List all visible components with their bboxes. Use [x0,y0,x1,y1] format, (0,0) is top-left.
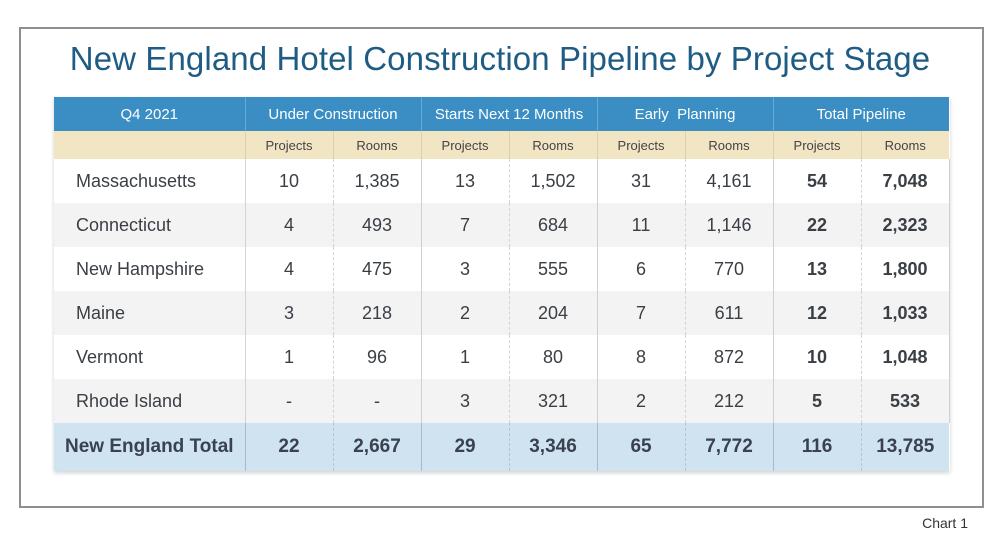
table-row: Massachusetts 10 1,385 13 1,502 31 4,161 54 7,04… [54,159,950,203]
table-row: Maine 3 218 2 204 7 611 12 1,033 [54,291,950,335]
projects-cell: - [245,379,334,423]
rooms-cell: 204 [509,291,598,335]
projects-cell: 3 [421,247,510,291]
period-header: Q4 2021 [54,97,246,131]
table-row: New Hampshire 4 475 3 555 6 770 13 1,800 [54,247,950,291]
state-label: Vermont [54,335,246,379]
projects-cell: 13 [421,159,510,203]
rooms-cell: 1,033 [861,291,950,335]
rooms-cell: 770 [685,247,774,291]
subheader-rooms: Rooms [861,131,950,159]
total-row: New England Total 22 2,667 29 3,346 65 7,772 11… [54,423,950,471]
projects-cell: 29 [421,423,510,471]
rooms-cell: 218 [333,291,422,335]
projects-cell: 22 [245,423,334,471]
projects-cell: 54 [773,159,862,203]
projects-cell: 13 [773,247,862,291]
rooms-cell: - [333,379,422,423]
rooms-cell: 1,502 [509,159,598,203]
subheader-projects: Projects [773,131,862,159]
subheader-row: Projects Rooms Projects Rooms Projects R… [54,131,950,159]
table-row: Rhode Island - -3 321 2 212 5 533 [54,379,950,423]
subheader-projects: Projects [245,131,334,159]
rooms-cell: 321 [509,379,598,423]
projects-cell: 2 [597,379,686,423]
subheader-projects: Projects [421,131,510,159]
rooms-cell: 7,772 [685,423,774,471]
projects-cell: 12 [773,291,862,335]
subheader-rooms: Rooms [509,131,598,159]
projects-cell: 65 [597,423,686,471]
group-header-starts-next-12-months: Starts Next 12 Months [421,97,598,131]
group-header-early-planning: Early Planning [597,97,774,131]
rooms-cell: 80 [509,335,598,379]
projects-cell: 10 [245,159,334,203]
state-label: Maine [54,291,246,335]
subheader-projects: Projects [597,131,686,159]
projects-cell: 116 [773,423,862,471]
rooms-cell: 1,048 [861,335,950,379]
projects-cell: 4 [245,203,334,247]
rooms-cell: 3,346 [509,423,598,471]
chart-title: New England Hotel Construction Pipeline … [69,40,931,77]
projects-cell: 31 [597,159,686,203]
projects-cell: 11 [597,203,686,247]
projects-cell: 10 [773,335,862,379]
state-label: New England Total [54,423,246,471]
group-header-under-construction: Under Construction [245,97,422,131]
rooms-cell: 2,323 [861,203,950,247]
subheader-rooms: Rooms [685,131,774,159]
projects-cell: 5 [773,379,862,423]
group-header-total-pipeline: Total Pipeline [773,97,950,131]
state-label: Massachusetts [54,159,246,203]
group-header-row: Q4 2021 Under Construction Starts Next 1… [54,97,950,131]
rooms-cell: 555 [509,247,598,291]
projects-cell: 1 [421,335,510,379]
rooms-cell: 13,785 [861,423,950,471]
rooms-cell: 7,048 [861,159,950,203]
subheader-rooms: Rooms [333,131,422,159]
rooms-cell: 4,161 [685,159,774,203]
projects-cell: 8 [597,335,686,379]
projects-cell: 3 [245,291,334,335]
subheader-blank [54,131,246,159]
rooms-cell: 475 [333,247,422,291]
rooms-cell: 493 [333,203,422,247]
rooms-cell: 533 [861,379,950,423]
projects-cell: 1 [245,335,334,379]
chart-caption: Chart 1 [922,515,968,531]
state-label: Rhode Island [54,379,246,423]
state-label: Connecticut [54,203,246,247]
rooms-cell: 684 [509,203,598,247]
rooms-cell: 872 [685,335,774,379]
table-row: Connecticut 4 493 7 684 11 1,146 22 2,323 [54,203,950,247]
projects-cell: 6 [597,247,686,291]
state-label: New Hampshire [54,247,246,291]
rooms-cell: 96 [333,335,422,379]
table-row: Vermont 1 96 1 80 8 872 10 1,048 [54,335,950,379]
rooms-cell: 1,146 [685,203,774,247]
projects-cell: 2 [421,291,510,335]
rooms-cell: 2,667 [333,423,422,471]
rooms-cell: 611 [685,291,774,335]
projects-cell: 22 [773,203,862,247]
projects-cell: 4 [245,247,334,291]
projects-cell: 7 [421,203,510,247]
rooms-cell: 212 [685,379,774,423]
rooms-cell: 1,385 [333,159,422,203]
pipeline-table: Q4 2021 Under Construction Starts Next 1… [54,97,950,471]
projects-cell: 7 [597,291,686,335]
rooms-cell: 1,800 [861,247,950,291]
projects-cell: 3 [421,379,510,423]
